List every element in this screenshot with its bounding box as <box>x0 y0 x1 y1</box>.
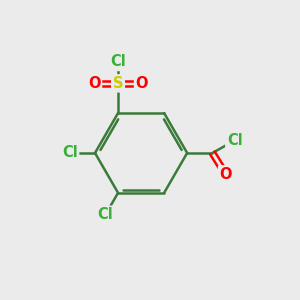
Text: Cl: Cl <box>62 146 78 160</box>
Text: O: O <box>220 167 232 182</box>
Text: Cl: Cl <box>110 55 126 70</box>
Text: Cl: Cl <box>98 207 113 222</box>
Text: O: O <box>88 76 100 91</box>
Text: Cl: Cl <box>227 133 243 148</box>
Text: S: S <box>113 76 123 91</box>
Text: O: O <box>136 76 148 91</box>
